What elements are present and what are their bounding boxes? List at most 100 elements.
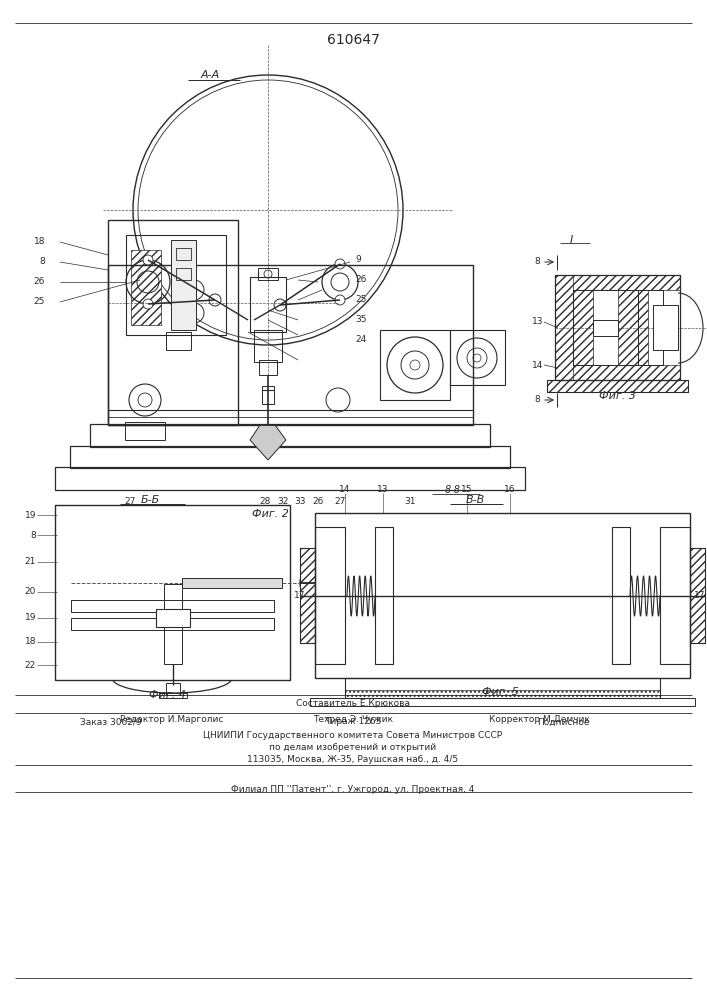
Text: 19: 19	[25, 613, 36, 622]
Text: I: I	[570, 235, 573, 245]
Bar	[71, 600, 274, 612]
Text: 32: 32	[277, 497, 288, 506]
Bar	[345, 678, 660, 698]
Text: 113035, Москва, Ж-35, Раушская наб., д. 4/5: 113035, Москва, Ж-35, Раушская наб., д. …	[247, 756, 459, 764]
Text: Техред Э. Чужик: Техред Э. Чужик	[313, 714, 393, 724]
Bar	[380, 330, 450, 400]
Text: 27: 27	[124, 497, 136, 506]
Text: 13: 13	[378, 486, 389, 494]
Bar	[612, 527, 630, 664]
Bar	[450, 330, 505, 385]
Bar	[653, 305, 678, 350]
Bar	[259, 360, 277, 375]
Bar	[315, 527, 345, 664]
Text: Подписное: Подписное	[537, 718, 590, 726]
Bar	[310, 698, 695, 706]
Text: 8: 8	[534, 257, 540, 266]
Bar	[555, 275, 680, 380]
Bar	[55, 505, 290, 680]
Bar	[125, 422, 165, 440]
Bar	[573, 290, 638, 365]
Circle shape	[192, 288, 196, 292]
Text: Тираж 1263: Тираж 1263	[325, 718, 381, 726]
Bar	[274, 664, 290, 680]
Text: 19: 19	[25, 510, 36, 520]
Text: Составитель Е.Крюкова: Составитель Е.Крюкова	[296, 698, 410, 708]
Bar	[555, 275, 573, 380]
Circle shape	[318, 579, 326, 587]
Text: 14: 14	[532, 360, 543, 369]
Text: 8: 8	[30, 530, 36, 540]
Bar	[166, 683, 180, 695]
Text: 8-8: 8-8	[445, 485, 461, 495]
Bar	[638, 290, 648, 365]
Text: 9: 9	[355, 255, 361, 264]
Bar	[315, 527, 345, 664]
Text: 33: 33	[294, 497, 305, 506]
Bar	[176, 248, 191, 260]
Bar	[262, 386, 274, 404]
Bar	[164, 584, 182, 664]
Text: 27: 27	[334, 497, 346, 506]
Text: Корректор М.Демчик: Корректор М.Демчик	[489, 714, 590, 724]
Circle shape	[335, 295, 345, 305]
Bar	[126, 235, 226, 335]
Bar	[315, 513, 690, 678]
Circle shape	[143, 299, 153, 309]
Bar	[547, 380, 688, 392]
Bar	[375, 527, 393, 664]
Bar	[555, 275, 680, 290]
Bar	[690, 548, 705, 643]
Bar	[171, 240, 196, 330]
Text: 16: 16	[504, 486, 515, 494]
Text: 28: 28	[259, 497, 271, 506]
Bar	[182, 578, 282, 588]
Circle shape	[209, 294, 221, 306]
Bar	[300, 548, 315, 643]
Bar	[166, 332, 191, 350]
Text: 24: 24	[355, 336, 366, 344]
Bar	[660, 527, 690, 664]
Bar	[593, 320, 618, 336]
Text: 35: 35	[355, 316, 366, 324]
Text: Фиг. 2: Фиг. 2	[252, 509, 288, 519]
Circle shape	[264, 270, 272, 278]
Text: Фиг. 4: Фиг. 4	[148, 690, 185, 700]
Text: ЦНИИПИ Государственного комитета Совета Министров СССР: ЦНИИПИ Государственного комитета Совета …	[204, 732, 503, 740]
Bar	[70, 446, 510, 468]
Bar	[660, 527, 690, 664]
Text: 26: 26	[34, 277, 45, 286]
Bar	[315, 664, 690, 678]
Text: 22: 22	[25, 660, 36, 670]
Circle shape	[494, 588, 510, 604]
Bar	[555, 365, 680, 380]
Bar	[55, 664, 71, 680]
Text: 31: 31	[404, 497, 416, 506]
Text: Заказ 3062/9: Заказ 3062/9	[80, 718, 141, 726]
Bar	[71, 618, 274, 630]
Text: 25: 25	[355, 296, 366, 304]
Bar	[55, 505, 290, 521]
Bar	[638, 290, 663, 365]
Bar	[108, 220, 238, 425]
Bar	[254, 330, 282, 362]
Circle shape	[410, 360, 420, 370]
Text: 610647: 610647	[327, 33, 380, 47]
Circle shape	[143, 255, 153, 265]
Text: Фиг. 3: Фиг. 3	[599, 391, 636, 401]
Bar	[547, 380, 688, 392]
Text: 21: 21	[25, 558, 36, 566]
Text: 18: 18	[33, 237, 45, 246]
Bar	[71, 600, 274, 612]
Text: по делам изобретений и открытий: по делам изобретений и открытий	[269, 744, 436, 752]
Bar	[71, 620, 274, 630]
Bar	[108, 265, 473, 425]
Text: 26: 26	[312, 497, 324, 506]
Bar	[55, 467, 525, 490]
Bar	[618, 290, 638, 365]
Text: Б-Б: Б-Б	[141, 495, 160, 505]
Bar	[375, 527, 393, 664]
Text: 25: 25	[34, 298, 45, 306]
Bar	[573, 290, 593, 365]
Circle shape	[192, 311, 196, 315]
